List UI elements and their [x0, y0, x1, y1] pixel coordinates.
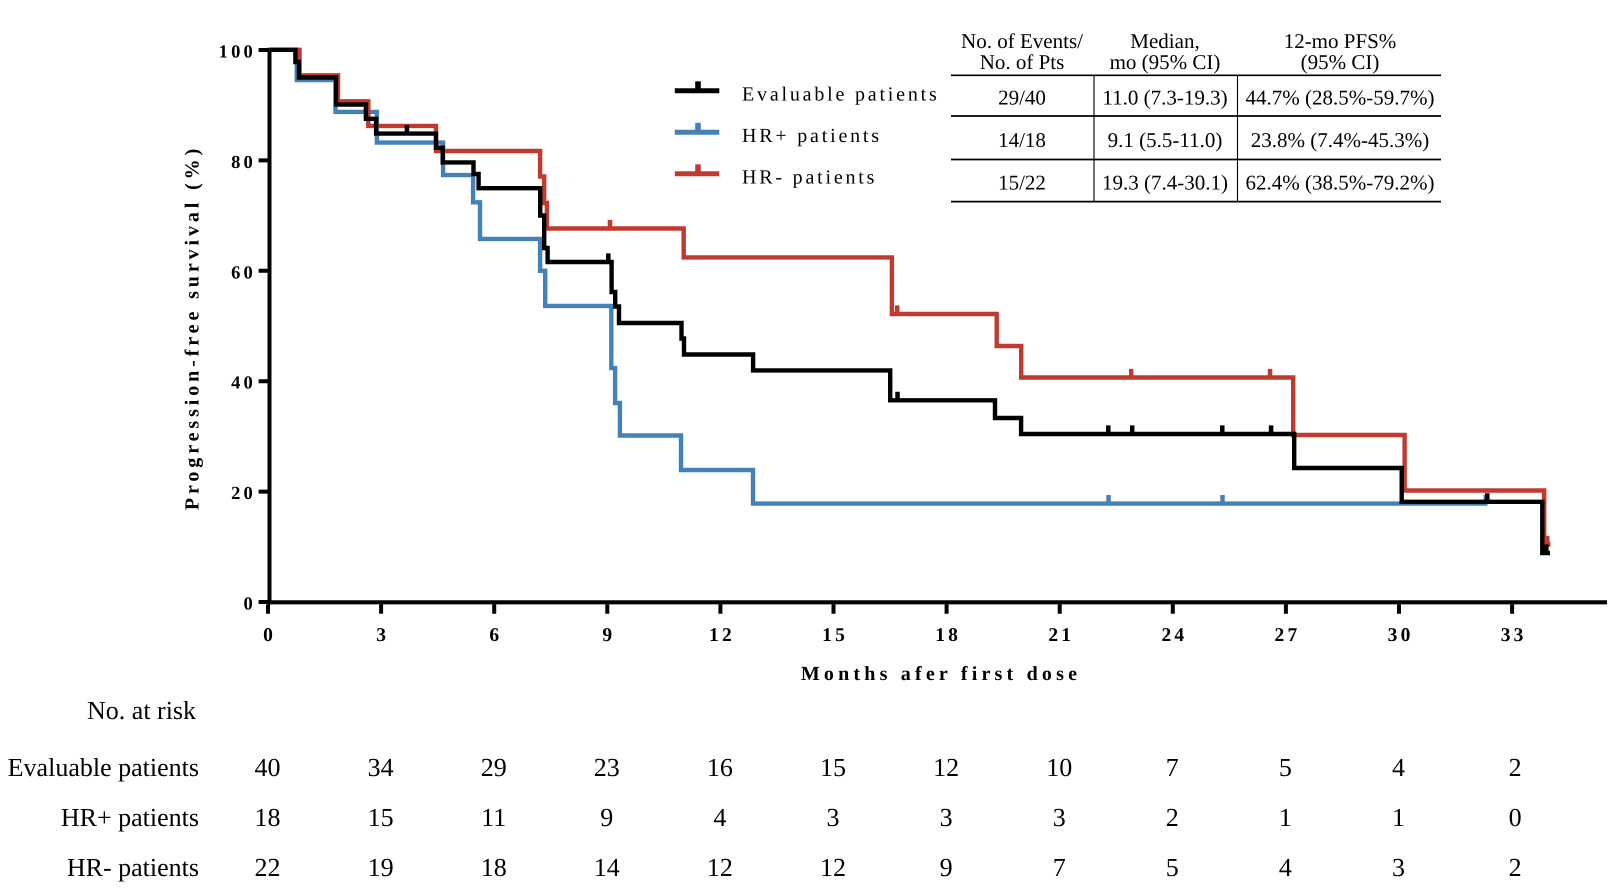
svg-text:15: 15 — [368, 803, 394, 832]
svg-text:14/18: 14/18 — [998, 128, 1046, 152]
svg-text:29/40: 29/40 — [998, 86, 1046, 110]
svg-text:14: 14 — [594, 853, 620, 882]
svg-text:11: 11 — [481, 803, 506, 832]
svg-text:9: 9 — [600, 803, 613, 832]
svg-text:44.7% (28.5%-59.7%): 44.7% (28.5%-59.7%) — [1246, 86, 1435, 110]
svg-text:2: 2 — [1509, 753, 1522, 782]
svg-text:19.3 (7.4-30.1): 19.3 (7.4-30.1) — [1102, 171, 1228, 195]
svg-text:Evaluable patients: Evaluable patients — [742, 84, 940, 106]
svg-text:3: 3 — [1053, 803, 1066, 832]
svg-text:4: 4 — [1392, 753, 1405, 782]
svg-text:5: 5 — [1279, 753, 1292, 782]
svg-text:0: 0 — [1509, 803, 1522, 832]
svg-text:Months afer first dose: Months afer first dose — [801, 663, 1081, 685]
svg-text:0: 0 — [244, 595, 256, 615]
svg-text:15/22: 15/22 — [998, 171, 1046, 195]
svg-text:20: 20 — [231, 484, 256, 504]
svg-text:60: 60 — [231, 263, 256, 283]
svg-text:15: 15 — [820, 753, 846, 782]
svg-text:7: 7 — [1166, 753, 1179, 782]
svg-text:3: 3 — [1392, 853, 1405, 882]
svg-text:62.4% (38.5%-79.2%): 62.4% (38.5%-79.2%) — [1246, 171, 1435, 195]
svg-text:10: 10 — [1046, 753, 1072, 782]
svg-text:12: 12 — [707, 853, 733, 882]
svg-text:HR+ patients: HR+ patients — [742, 125, 882, 147]
svg-text:23: 23 — [594, 753, 620, 782]
svg-text:23.8% (7.4%-45.3%): 23.8% (7.4%-45.3%) — [1251, 128, 1429, 152]
svg-text:100: 100 — [219, 43, 256, 63]
svg-text:27: 27 — [1275, 625, 1301, 646]
svg-text:HR- patients: HR- patients — [742, 167, 877, 189]
svg-text:3: 3 — [376, 625, 389, 646]
svg-text:33: 33 — [1501, 625, 1527, 646]
svg-text:18: 18 — [935, 625, 961, 646]
svg-text:19: 19 — [368, 853, 394, 882]
svg-text:12-mo PFS%: 12-mo PFS% — [1284, 29, 1397, 53]
svg-text:2: 2 — [1509, 853, 1522, 882]
svg-text:3: 3 — [940, 803, 953, 832]
svg-text:15: 15 — [822, 625, 848, 646]
svg-text:18: 18 — [255, 803, 281, 832]
svg-text:HR- patients: HR- patients — [67, 853, 199, 882]
svg-text:30: 30 — [1388, 625, 1414, 646]
svg-text:40: 40 — [255, 753, 281, 782]
svg-text:6: 6 — [489, 625, 502, 646]
svg-text:9.1 (5.5-11.0): 9.1 (5.5-11.0) — [1108, 128, 1223, 152]
svg-text:9: 9 — [940, 853, 953, 882]
svg-text:2: 2 — [1166, 803, 1179, 832]
svg-text:12: 12 — [933, 753, 959, 782]
svg-text:(95% CI): (95% CI) — [1301, 50, 1380, 74]
svg-text:5: 5 — [1166, 853, 1179, 882]
svg-text:11.0 (7.3-19.3): 11.0 (7.3-19.3) — [1102, 86, 1227, 110]
svg-text:12: 12 — [820, 853, 846, 882]
svg-text:24: 24 — [1161, 625, 1187, 646]
svg-text:0: 0 — [263, 625, 276, 646]
svg-text:4: 4 — [1279, 853, 1292, 882]
svg-text:No. at risk: No. at risk — [87, 696, 196, 725]
svg-text:No. of Pts: No. of Pts — [980, 50, 1065, 74]
svg-text:22: 22 — [255, 853, 281, 882]
svg-text:mo (95% CI): mo (95% CI) — [1110, 50, 1221, 74]
svg-text:9: 9 — [602, 625, 615, 646]
svg-text:18: 18 — [481, 853, 507, 882]
svg-text:40: 40 — [231, 374, 256, 394]
svg-text:4: 4 — [713, 803, 726, 832]
svg-text:Median,: Median, — [1130, 29, 1199, 53]
svg-text:7: 7 — [1053, 853, 1066, 882]
svg-text:Evaluable patients: Evaluable patients — [8, 753, 199, 782]
svg-text:12: 12 — [709, 625, 735, 646]
svg-text:80: 80 — [231, 153, 256, 173]
svg-text:No. of Events/: No. of Events/ — [961, 29, 1083, 53]
svg-text:3: 3 — [827, 803, 840, 832]
svg-text:1: 1 — [1279, 803, 1292, 832]
svg-text:1: 1 — [1392, 803, 1405, 832]
svg-text:21: 21 — [1048, 625, 1074, 646]
svg-text:16: 16 — [707, 753, 733, 782]
svg-text:34: 34 — [368, 753, 394, 782]
svg-text:HR+ patients: HR+ patients — [61, 803, 199, 832]
svg-text:Progression-free survival (%): Progression-free survival (%) — [182, 145, 204, 510]
svg-text:29: 29 — [481, 753, 507, 782]
